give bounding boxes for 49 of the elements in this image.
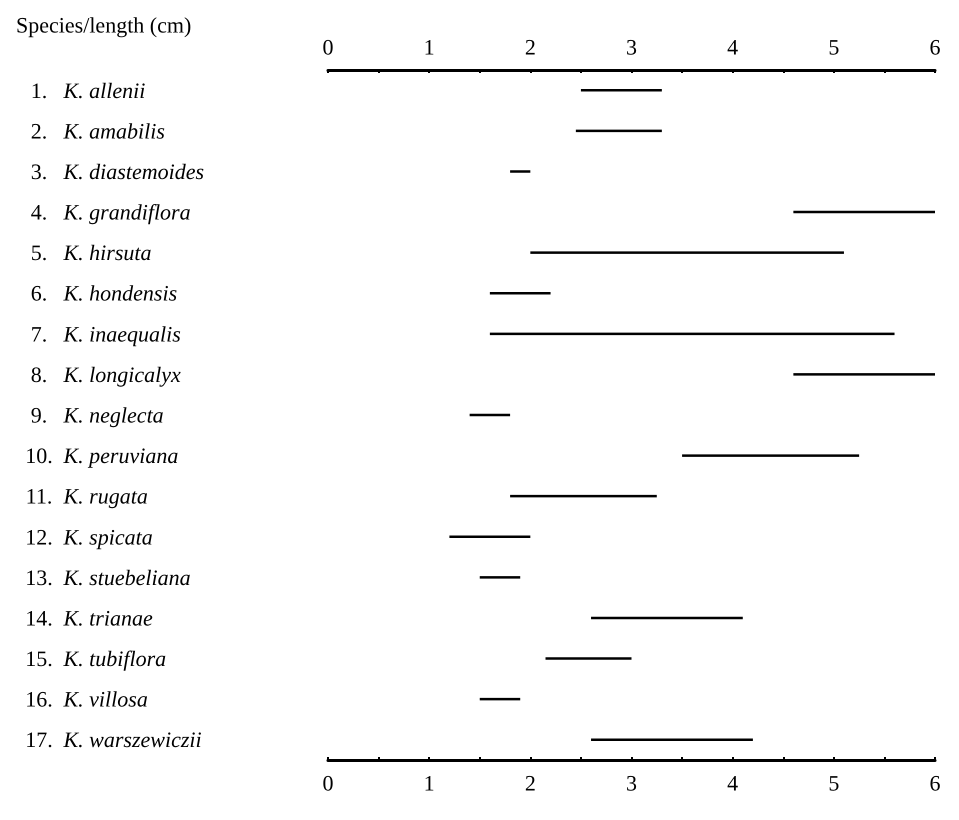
y-tick-label: 15. K. tubiflora — [25, 646, 166, 672]
bar — [510, 170, 530, 173]
y-tick-label: 8. K. longicalyx — [30, 362, 182, 387]
y-tick-label: 17. K. warszewiczii — [25, 727, 202, 752]
y-tick-label: 7. K. inaequalis — [30, 321, 181, 346]
x2-tick-label: 2 — [524, 34, 536, 60]
x2-tick-label: 1 — [424, 34, 435, 60]
x-tick-label: 0 — [322, 770, 334, 796]
y-tick-label: 16. K. villosa — [25, 686, 148, 712]
x-tick-label: 5 — [828, 770, 840, 796]
bar — [480, 698, 520, 700]
bar — [682, 454, 860, 457]
bar — [530, 251, 844, 254]
x-tick-label: 3 — [626, 770, 637, 796]
bar — [591, 738, 753, 741]
y-tick-label: 11. K. rugata — [26, 484, 148, 509]
y-tick-label: 12. K. spicata — [25, 524, 153, 550]
bar — [470, 414, 510, 416]
bar — [480, 576, 520, 579]
x2-tick-label: 0 — [322, 34, 334, 60]
bar — [580, 89, 662, 92]
bar — [546, 657, 632, 660]
bar — [449, 536, 530, 538]
x-tick-label: 1 — [424, 770, 435, 796]
bar — [576, 130, 662, 132]
y-tick-label: 9. K. neglecta — [30, 402, 164, 428]
x-tick-label: 4 — [727, 770, 738, 796]
y-tick-label: 13. K. stuebeliana — [25, 564, 191, 590]
bar — [510, 494, 657, 498]
bar — [490, 332, 895, 336]
x-tick-label: 2 — [524, 770, 536, 796]
x-axis-title: Species/length (cm) — [16, 12, 192, 38]
x2-tick-label: 4 — [727, 34, 738, 60]
y-tick-label: 6. K. hondensis — [30, 280, 178, 306]
x2-tick-label: 6 — [930, 34, 940, 60]
x2-tick-label: 3 — [626, 34, 637, 60]
bar — [591, 616, 743, 620]
y-tick-label: 4. K. grandiflora — [30, 200, 191, 225]
bar — [490, 292, 551, 294]
x-tick-label: 6 — [930, 770, 940, 796]
x2-tick-label: 5 — [828, 34, 840, 60]
y-tick-label: 14. K. trianae — [25, 605, 153, 630]
y-tick-label: 10. K. peruviana — [25, 443, 178, 468]
bar — [793, 373, 935, 376]
bar — [793, 210, 935, 214]
y-tick-label: 3. K. diastemoides — [30, 158, 204, 184]
y-tick-label: 2. K. amabilis — [30, 118, 165, 144]
y-tick-label: 1. K. allenii — [30, 78, 146, 103]
y-tick-label: 5. K. hirsuta — [30, 240, 152, 266]
